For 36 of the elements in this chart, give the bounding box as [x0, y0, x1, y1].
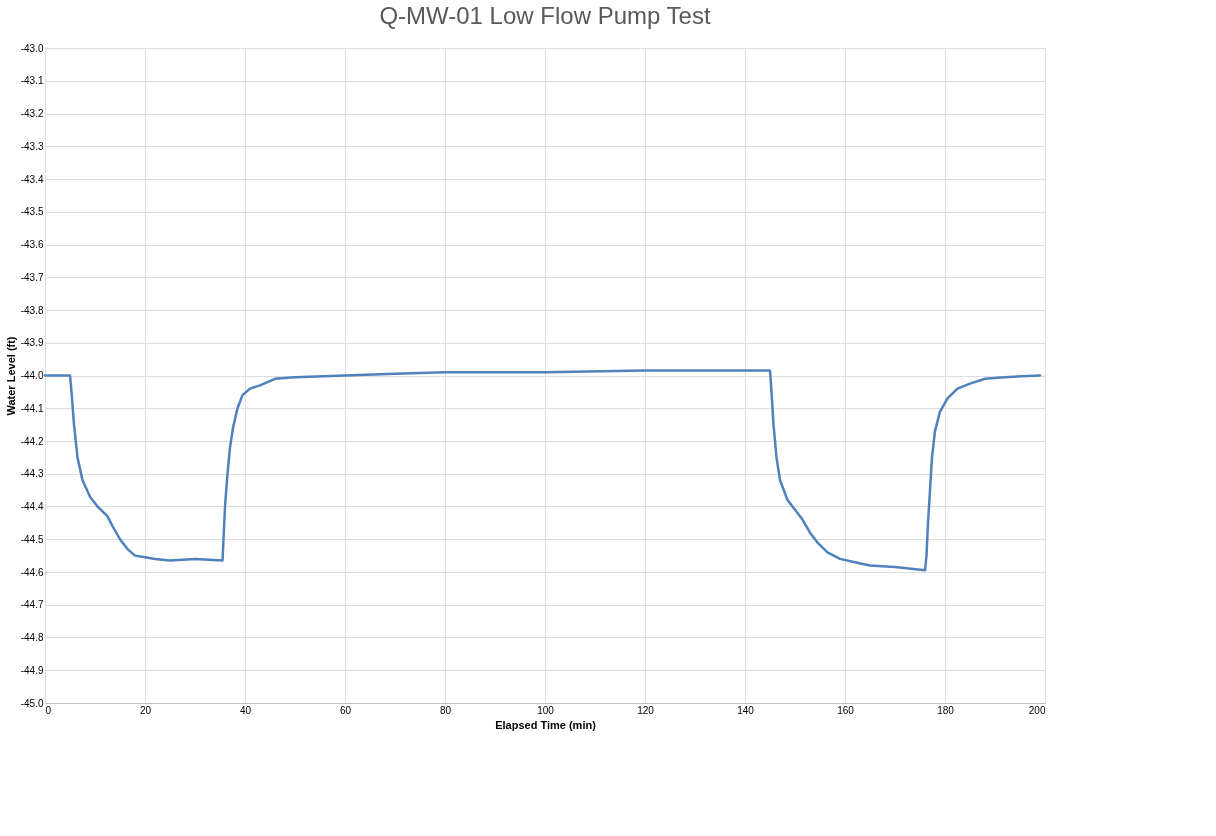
- y-tick-label: -44.8: [20, 632, 44, 643]
- y-tick-label: -44.5: [20, 533, 44, 545]
- x-tick-label: 80: [439, 704, 452, 716]
- y-tick-label: -44.9: [20, 664, 44, 676]
- y-tick-label: -43.5: [20, 206, 44, 218]
- y-tick-label: -43.0: [20, 42, 44, 54]
- y-tick-label: -43.7: [20, 271, 44, 283]
- x-tick-label: 60: [339, 704, 352, 716]
- x-tick-label: 180: [937, 704, 955, 716]
- y-tick-label: -44.4: [20, 501, 44, 512]
- x-tick-label: 140: [737, 704, 755, 716]
- y-tick-label: -43.2: [20, 108, 44, 119]
- x-axis-title: Elapsed Time (min): [495, 718, 597, 731]
- y-tick-label: -44.0: [20, 370, 44, 381]
- y-tick-label: -43.9: [20, 337, 44, 349]
- y-tick-label: -45.0: [20, 697, 44, 709]
- x-tick-label: 120: [637, 704, 655, 716]
- line-series: [43, 369, 1042, 572]
- y-tick-label: -43.3: [20, 140, 44, 152]
- x-tick-label: 100: [537, 704, 555, 716]
- x-tick-label: 40: [239, 704, 252, 716]
- x-tick-label: 200: [1028, 704, 1046, 716]
- x-tick-label: 160: [837, 704, 855, 716]
- y-tick-label: -43.4: [20, 173, 44, 185]
- y-tick-label: -43.6: [20, 239, 44, 250]
- y-tick-label: -44.1: [20, 402, 44, 414]
- y-tick-label: -44.2: [20, 435, 44, 447]
- y-tick-label: -43.8: [20, 304, 44, 316]
- y-tick-label: -44.7: [20, 599, 44, 611]
- y-tick-label: -44.6: [20, 566, 44, 578]
- y-axis-title: Water Level (ft): [4, 336, 17, 416]
- y-tick-label: -43.1: [20, 75, 44, 87]
- x-tick-label: 20: [139, 704, 152, 716]
- y-tick-label: -44.3: [20, 468, 44, 480]
- chart-title: Q-MW-01 Low Flow Pump Test: [379, 2, 711, 29]
- x-tick-label: 0: [45, 704, 52, 716]
